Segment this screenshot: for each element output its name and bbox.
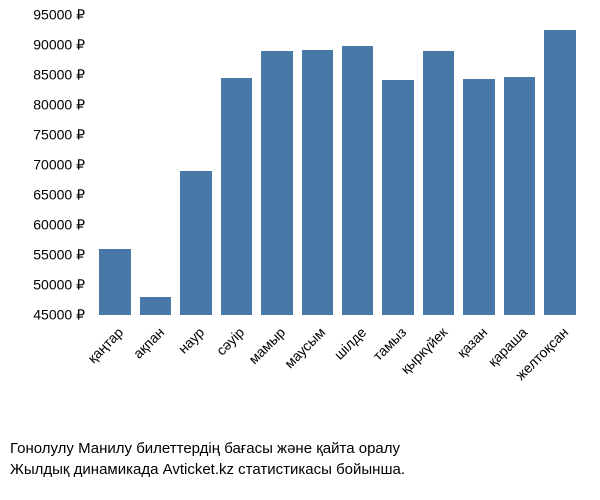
bar bbox=[302, 50, 334, 315]
y-tick-label: 90000 ₽ bbox=[33, 37, 85, 54]
x-tick-label: қаңтар bbox=[84, 324, 126, 366]
x-tick-label: ақпан bbox=[129, 324, 166, 361]
y-tick-label: 65000 ₽ bbox=[33, 187, 85, 204]
bar bbox=[382, 80, 414, 315]
bar bbox=[180, 171, 212, 315]
caption-line-1: Гонолулу Манилу билеттердің бағасы және … bbox=[10, 438, 590, 459]
bars-group bbox=[95, 15, 580, 315]
y-tick-label: 55000 ₽ bbox=[33, 247, 85, 264]
y-tick-label: 60000 ₽ bbox=[33, 217, 85, 234]
x-tick-label: наур bbox=[175, 324, 208, 357]
bar bbox=[544, 30, 576, 315]
x-tick-label: шілде bbox=[331, 324, 370, 363]
y-tick-label: 80000 ₽ bbox=[33, 97, 85, 114]
y-tick-label: 45000 ₽ bbox=[33, 307, 85, 324]
bar bbox=[99, 249, 131, 315]
y-tick-label: 95000 ₽ bbox=[33, 7, 85, 24]
y-tick-label: 75000 ₽ bbox=[33, 127, 85, 144]
x-axis: қаңтарақпаннаурсәуірмамырмаусымшілдетамы… bbox=[95, 318, 580, 428]
x-tick-label: маусым bbox=[281, 324, 328, 371]
chart-container: 45000 ₽ 50000 ₽ 55000 ₽ 60000 ₽ 65000 ₽ 70000… bbox=[0, 0, 600, 500]
bar bbox=[423, 51, 455, 315]
bar bbox=[463, 79, 495, 315]
x-tick-label: қазан bbox=[454, 324, 491, 361]
bar bbox=[140, 297, 172, 315]
bar bbox=[342, 46, 374, 315]
bar bbox=[261, 51, 293, 315]
y-tick-label: 70000 ₽ bbox=[33, 157, 85, 174]
y-axis: 45000 ₽50000 ₽55000 ₽60000 ₽65000 ₽70000… bbox=[0, 15, 90, 315]
bar bbox=[221, 78, 253, 315]
x-tick-label: сәуір bbox=[213, 324, 247, 358]
bar bbox=[504, 77, 536, 315]
y-tick-label: 85000 ₽ bbox=[33, 67, 85, 84]
caption-line-2: Жылдық динамикада Avticket.kz статистика… bbox=[10, 459, 590, 480]
plot-area bbox=[95, 15, 580, 315]
chart-caption: Гонолулу Манилу билеттердің бағасы және … bbox=[10, 438, 590, 480]
y-tick-label: 50000 ₽ bbox=[33, 277, 85, 294]
